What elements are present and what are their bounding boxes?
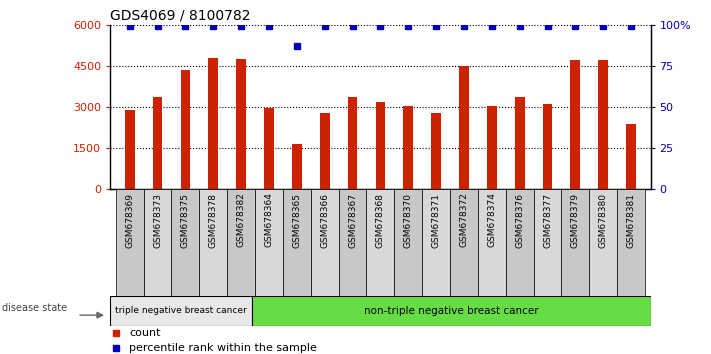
Text: disease state: disease state — [2, 303, 68, 313]
Bar — [478, 189, 506, 296]
Text: GSM678372: GSM678372 — [459, 193, 469, 247]
Bar — [283, 189, 311, 296]
Text: GSM678377: GSM678377 — [543, 193, 552, 247]
Text: GSM678370: GSM678370 — [404, 193, 413, 247]
Bar — [422, 189, 450, 296]
Text: GSM678373: GSM678373 — [153, 193, 162, 247]
Text: GSM678380: GSM678380 — [599, 193, 608, 247]
Bar — [403, 106, 413, 189]
Bar — [255, 189, 283, 296]
Bar — [199, 189, 228, 296]
Bar — [395, 189, 422, 296]
Bar — [599, 61, 608, 189]
Text: GSM678378: GSM678378 — [209, 193, 218, 247]
Bar — [589, 189, 617, 296]
Text: GSM678376: GSM678376 — [515, 193, 524, 247]
Text: GSM678382: GSM678382 — [237, 193, 245, 247]
Bar — [348, 97, 358, 189]
Text: GDS4069 / 8100782: GDS4069 / 8100782 — [110, 8, 251, 22]
Text: GSM678368: GSM678368 — [376, 193, 385, 247]
Bar — [236, 59, 246, 189]
Bar — [110, 296, 252, 326]
Text: GSM678379: GSM678379 — [571, 193, 580, 247]
Bar — [181, 70, 191, 189]
Bar — [431, 113, 441, 189]
Bar — [366, 189, 395, 296]
Bar — [171, 189, 199, 296]
Text: GSM678374: GSM678374 — [487, 193, 496, 247]
Text: GSM678366: GSM678366 — [320, 193, 329, 247]
Text: count: count — [129, 328, 161, 338]
Bar — [570, 61, 580, 189]
Bar — [264, 108, 274, 189]
Text: GSM678375: GSM678375 — [181, 193, 190, 247]
Bar — [208, 58, 218, 189]
Bar — [515, 97, 525, 189]
Bar — [153, 97, 162, 189]
Text: percentile rank within the sample: percentile rank within the sample — [129, 343, 317, 353]
Text: non-triple negative breast cancer: non-triple negative breast cancer — [364, 306, 539, 316]
Text: GSM678365: GSM678365 — [292, 193, 301, 247]
Bar — [338, 189, 366, 296]
Bar — [459, 66, 469, 189]
Bar — [125, 110, 134, 189]
Bar — [144, 189, 171, 296]
Bar — [487, 106, 497, 189]
Bar — [116, 189, 144, 296]
Bar — [375, 102, 385, 189]
Bar — [450, 189, 478, 296]
Bar — [533, 189, 562, 296]
Text: GSM678369: GSM678369 — [125, 193, 134, 247]
Bar — [506, 189, 533, 296]
Text: GSM678364: GSM678364 — [264, 193, 274, 247]
Bar — [292, 144, 301, 189]
Bar — [617, 189, 645, 296]
Bar — [626, 124, 636, 189]
Bar — [542, 104, 552, 189]
Text: GSM678381: GSM678381 — [626, 193, 636, 247]
Text: GSM678371: GSM678371 — [432, 193, 441, 247]
Bar — [562, 189, 589, 296]
Bar — [228, 189, 255, 296]
Text: GSM678367: GSM678367 — [348, 193, 357, 247]
Bar — [320, 113, 330, 189]
Text: triple negative breast cancer: triple negative breast cancer — [115, 306, 247, 315]
Bar — [252, 296, 651, 326]
Bar — [311, 189, 338, 296]
